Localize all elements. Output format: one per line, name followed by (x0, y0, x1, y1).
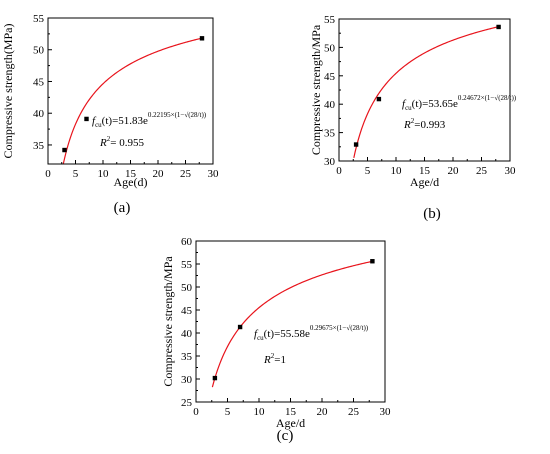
r-squared: R2=0.993 (403, 117, 446, 131)
x-tick-label: 10 (254, 406, 266, 418)
x-tick-label: 25 (180, 168, 192, 180)
data-point (62, 147, 67, 153)
y-tick-label: 45 (181, 305, 193, 317)
r2-label: R (403, 119, 411, 131)
x-tick-label: 5 (225, 406, 231, 418)
chart-panel-b: 0 5 10 15 20 25 30 30 35 40 45 50 55 Age/d Compressive… (309, 14, 517, 189)
equation-exponent: 0.24672×(1−√(28/t)) (458, 94, 517, 102)
y-tick-label: 40 (181, 328, 193, 340)
equation-rhs: =53.65e (422, 98, 458, 110)
equation-lhs: f (254, 328, 259, 340)
x-tick-label: 15 (419, 165, 431, 177)
equation-lhs: f (402, 98, 407, 110)
fit-equation: fcu(t)=53.65e0.24672×(1−√(28/t)) (402, 94, 517, 112)
equation-rhs: =51.83e (112, 115, 148, 127)
panel-label: (a) (114, 200, 131, 216)
y-tick-label: 45 (33, 76, 45, 88)
x-tick-label: 0 (336, 165, 342, 177)
y-tick-label: 55 (181, 259, 193, 271)
data-point (353, 142, 359, 147)
x-tick-label: 30 (208, 168, 220, 180)
y-tick-label: 40 (324, 99, 336, 111)
y-tick-label: 50 (324, 42, 336, 54)
x-tick-label: 30 (505, 165, 517, 177)
y-tick-label: 35 (181, 351, 193, 363)
y-tick-label: 35 (324, 128, 336, 140)
x-tick-label: 25 (476, 165, 488, 177)
r2-exp: 2 (271, 352, 275, 360)
x-tick-label: 20 (317, 406, 329, 418)
x-tick-label: 10 (391, 165, 403, 177)
x-axis-label: Age(d) (114, 175, 148, 189)
r2-exp: 2 (107, 135, 111, 143)
x-axis-label: Age/d (410, 175, 439, 189)
data-point (370, 259, 375, 264)
fit-equation: fcu(t)=51.83e0.22195×(1−√(28/t)) (92, 111, 207, 129)
x-tick-label: 20 (448, 165, 460, 177)
r-squared: R2= 0.955 (99, 135, 144, 149)
r2-exp: 2 (411, 117, 415, 125)
r2-value: =1 (274, 354, 286, 366)
y-tick-label: 35 (33, 140, 45, 152)
data-point (84, 116, 89, 122)
y-tick-label: 55 (33, 13, 45, 25)
chart-panel-a: 0 5 10 15 20 25 30 35 40 45 50 55 Age(d) Compressive … (1, 13, 219, 189)
r2-label: R (263, 354, 271, 366)
data-point (496, 24, 501, 30)
x-tick-label: 10 (98, 168, 110, 180)
x-tick-label: 5 (73, 168, 79, 180)
data-point (237, 324, 243, 330)
y-tick-label: 40 (33, 108, 45, 120)
y-tick-label: 55 (324, 14, 336, 26)
equation-subscript: cu (405, 104, 412, 112)
y-axis-label: Compressive strength/MPa (161, 256, 175, 387)
y-tick-label: 45 (324, 71, 336, 83)
x-tick-label: 0 (193, 406, 199, 418)
y-tick-label: 50 (33, 45, 45, 57)
data-point (212, 375, 218, 381)
y-axis-label: Compressive strength/MPa (309, 24, 323, 155)
x-tick-label: 5 (365, 165, 371, 177)
equation-arg: (t) (102, 115, 113, 127)
equation-subscript: cu (95, 121, 102, 129)
y-tick-label: 30 (324, 156, 336, 168)
r2-value: =0.993 (414, 119, 445, 131)
panel-label: (b) (423, 206, 441, 222)
fit-equation: fcu(t)=55.58e0.29675×(1−√(28/t)) (254, 324, 369, 342)
plot-frame (338, 18, 511, 162)
equation-arg: (t) (264, 328, 275, 340)
equation-rhs: =55.58e (274, 328, 310, 340)
equation-subscript: cu (257, 334, 264, 342)
x-tick-label: 15 (125, 168, 137, 180)
r-squared: R2=1 (263, 352, 286, 366)
y-tick-label: 50 (181, 282, 193, 294)
y-tick-label: 25 (181, 397, 193, 409)
equation-lhs: f (92, 115, 97, 127)
x-axis-label: Age/d (276, 416, 305, 430)
x-tick-label: 0 (45, 168, 51, 180)
x-tick-label: 15 (285, 406, 297, 418)
y-tick-label: 60 (181, 236, 193, 248)
x-tick-label: 30 (380, 406, 392, 418)
equation-exponent: 0.22195×(1−√(28/t)) (148, 111, 207, 119)
fit-curve (62, 37, 203, 164)
r2-label: R (99, 137, 107, 149)
y-tick-label: 30 (181, 374, 193, 386)
equation-arg: (t) (412, 98, 423, 110)
r2-value: = 0.955 (110, 137, 144, 149)
x-tick-label: 20 (153, 168, 165, 180)
panel-label: (c) (277, 428, 294, 444)
fit-curve (353, 26, 499, 158)
y-axis-label: Compressive strength(MPa) (1, 24, 15, 159)
data-point (376, 96, 382, 102)
chart-panel-c: 0 5 10 15 20 25 30 25 30 35 40 45 50 55 60 Age/d Compres… (161, 236, 391, 430)
data-point (199, 36, 205, 41)
x-tick-label: 25 (348, 406, 360, 418)
equation-exponent: 0.29675×(1−√(28/t)) (310, 324, 369, 332)
